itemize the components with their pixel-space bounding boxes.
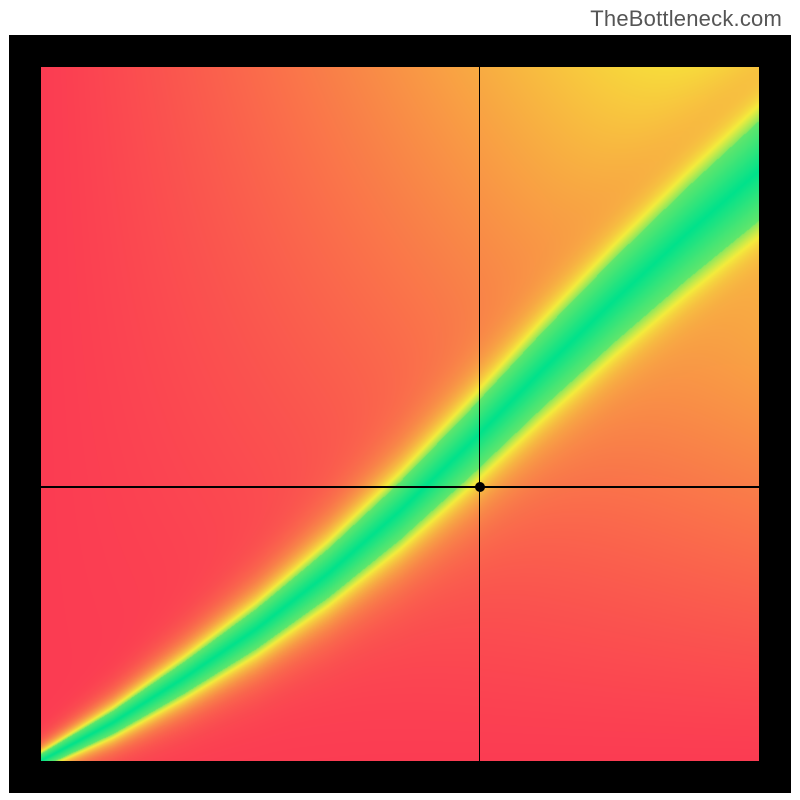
crosshair-horizontal <box>41 486 759 488</box>
bottleneck-heatmap <box>41 67 759 761</box>
crosshair-marker <box>475 482 485 492</box>
frame-border-bottom <box>9 761 791 793</box>
crosshair-vertical <box>479 67 481 761</box>
chart-frame <box>9 35 791 793</box>
frame-border-left <box>9 35 41 793</box>
frame-border-top <box>9 35 791 67</box>
frame-border-right <box>759 35 791 793</box>
watermark-text: TheBottleneck.com <box>590 6 782 32</box>
